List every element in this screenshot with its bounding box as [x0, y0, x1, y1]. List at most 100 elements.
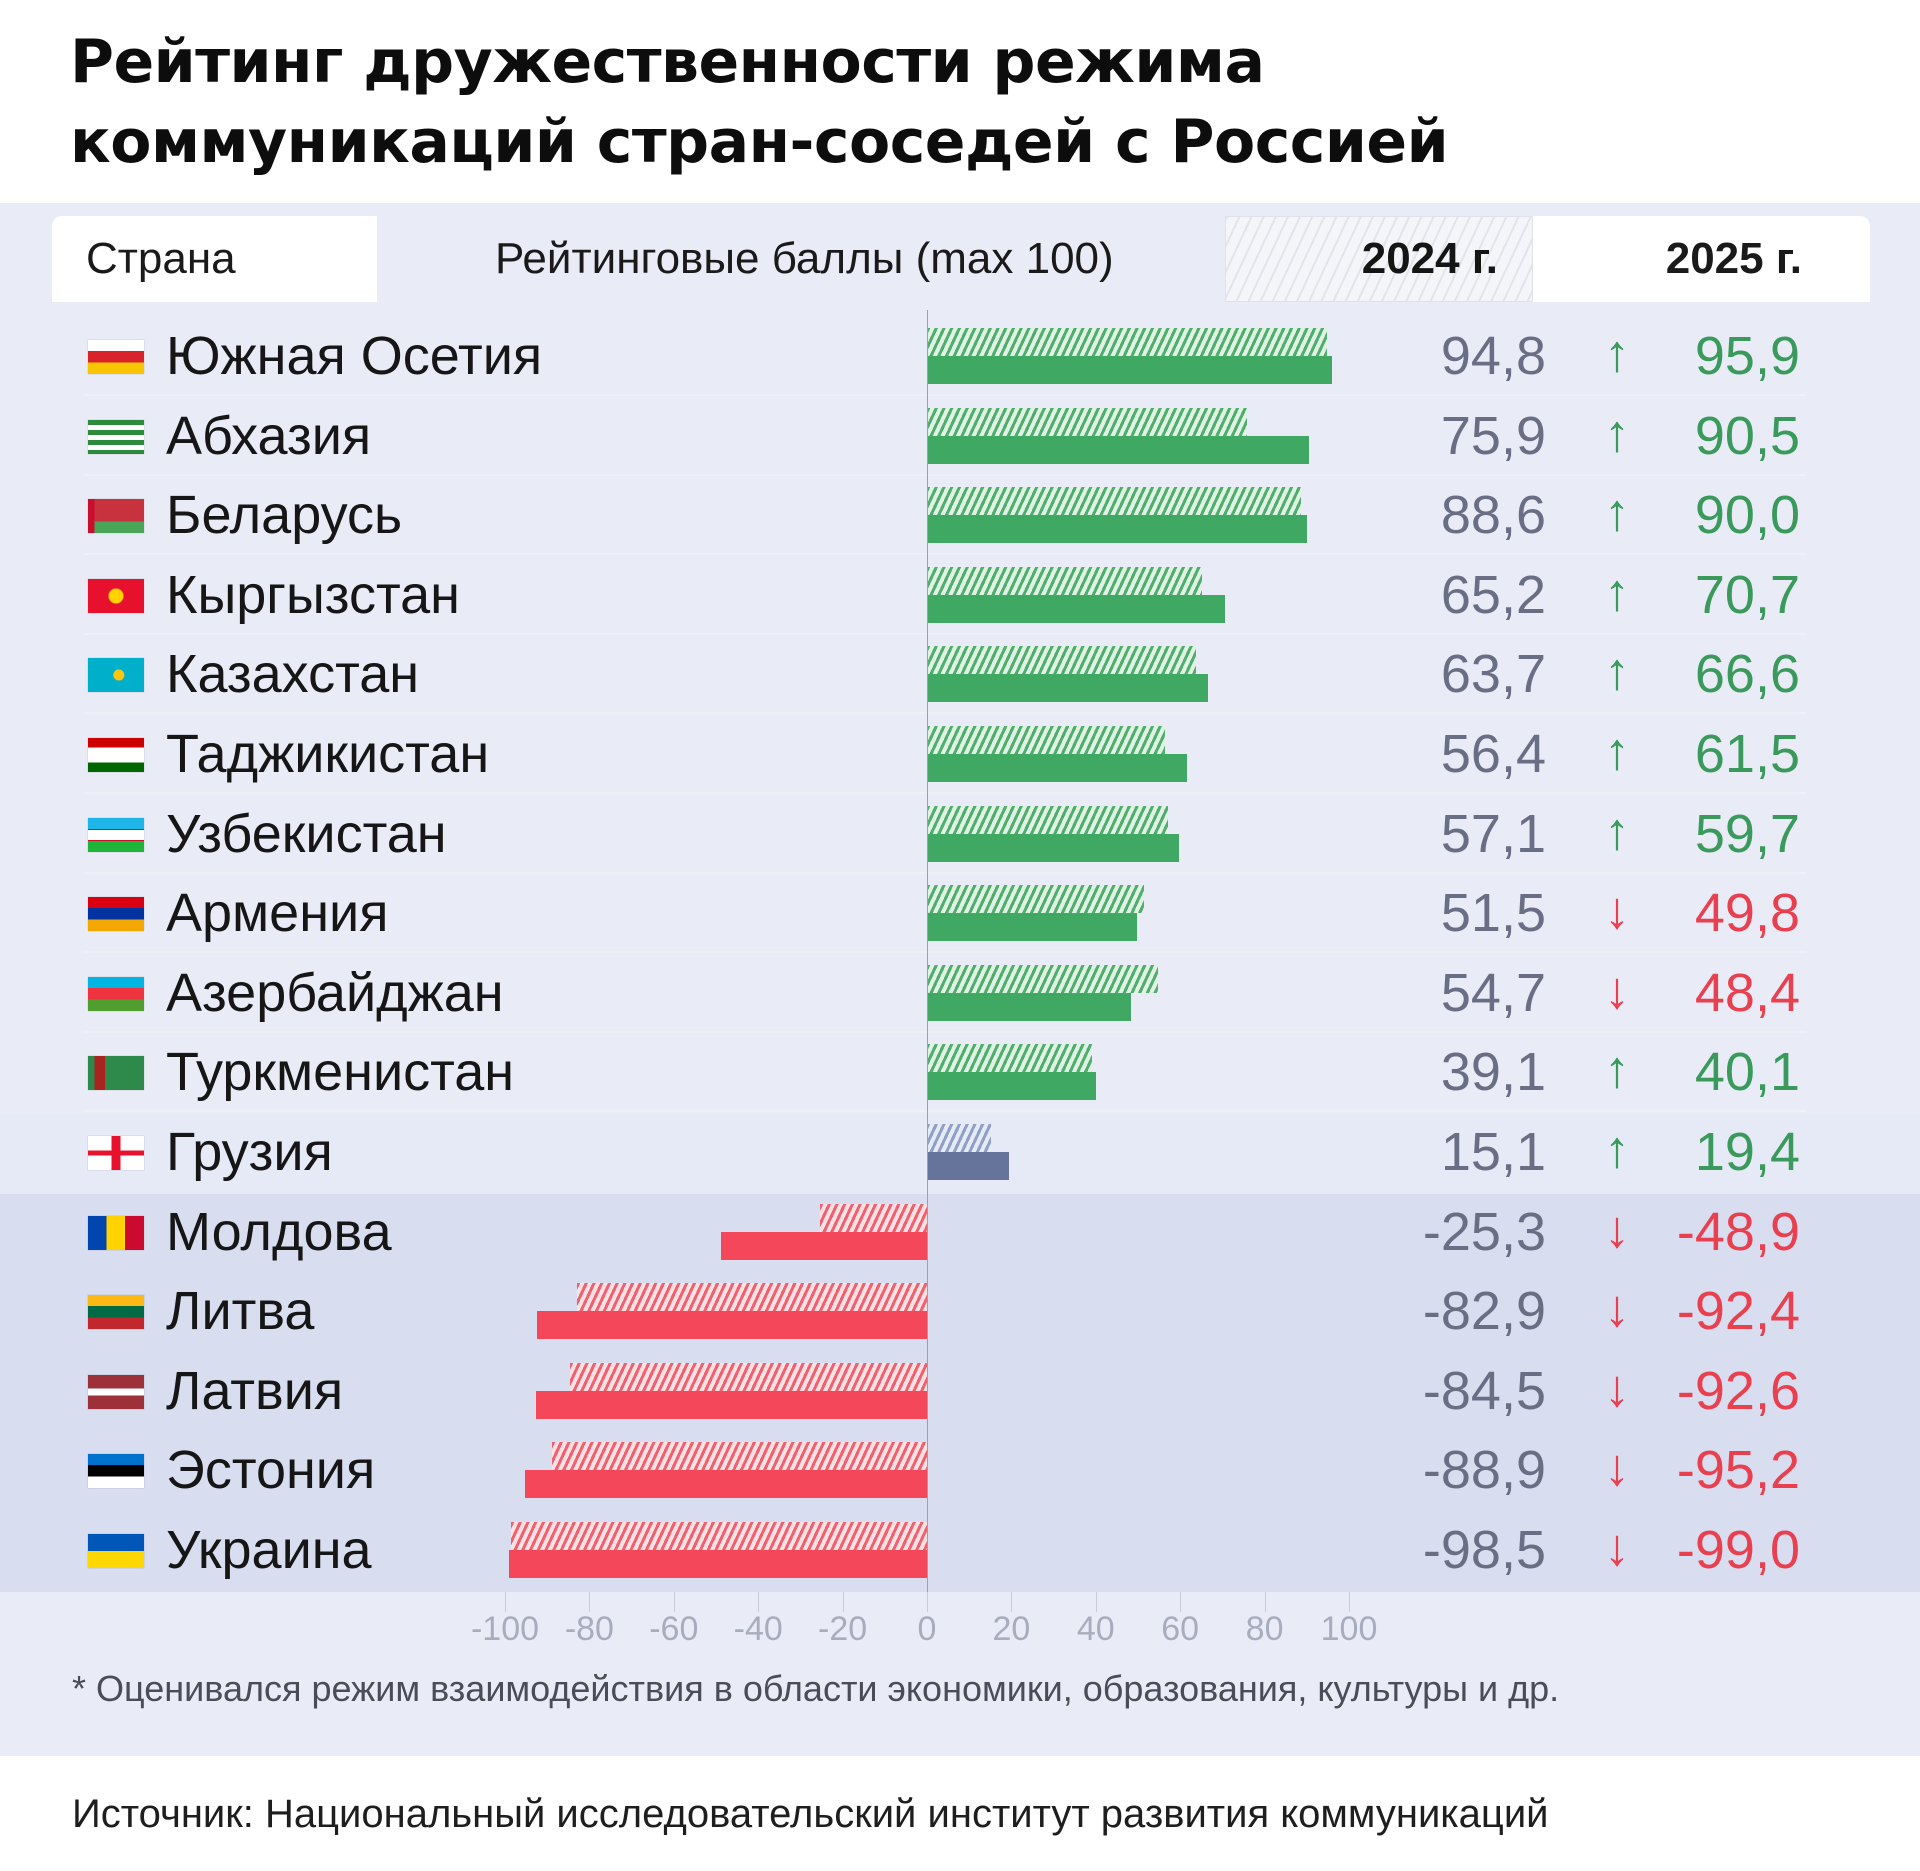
table-row: Таджикистан 56,4 ↑ 61,5 — [84, 714, 1806, 794]
axis-tick-label: 80 — [1245, 1610, 1284, 1648]
country-name: Туркменистан — [166, 1042, 515, 1102]
axis-tick-label: 20 — [992, 1610, 1031, 1648]
arrow-up-icon: ↑ — [1604, 1041, 1630, 1099]
axis-tick — [842, 1592, 844, 1612]
axis-tick — [1180, 1592, 1182, 1612]
table-row: Эстония -88,9 ↓ -95,2 — [84, 1430, 1806, 1510]
georgia-flag-icon — [88, 1136, 144, 1170]
value-2025: 40,1 — [1694, 1042, 1800, 1102]
south-ossetia-flag-icon — [88, 340, 144, 374]
arrow-up-icon: ↑ — [1604, 564, 1630, 622]
country-name: Южная Осетия — [166, 326, 543, 386]
value-2024: 75,9 — [1440, 406, 1546, 466]
country-name: Эстония — [166, 1440, 376, 1500]
arrow-down-icon: ↓ — [1604, 1360, 1630, 1418]
value-2024: 57,1 — [1440, 804, 1546, 864]
bar-2025 — [720, 1232, 927, 1260]
bar-2024 — [511, 1522, 927, 1550]
value-2025: 70,7 — [1694, 565, 1800, 625]
bar-2024 — [927, 408, 1248, 436]
country-name: Беларусь — [166, 485, 403, 545]
axis-tick-label: 60 — [1161, 1610, 1200, 1648]
axis-tick-label: -40 — [733, 1610, 783, 1648]
value-2025: 48,4 — [1694, 963, 1800, 1023]
bar-2024 — [927, 885, 1145, 913]
country-name: Узбекистан — [166, 804, 447, 864]
table-row: Абхазия 75,9 ↑ 90,5 — [84, 396, 1806, 476]
table-row: Казахстан 63,7 ↑ 66,6 — [84, 634, 1806, 714]
zero-axis-line — [927, 310, 928, 1610]
bar-2025 — [927, 913, 1138, 941]
moldova-flag-icon — [88, 1216, 144, 1250]
bar-2024 — [927, 726, 1165, 754]
value-2024: 15,1 — [1440, 1122, 1546, 1182]
country-name: Армения — [166, 883, 389, 943]
country-name: Грузия — [166, 1122, 333, 1182]
arrow-down-icon: ↓ — [1604, 882, 1630, 940]
bar-2024 — [551, 1442, 927, 1470]
value-2025: 61,5 — [1694, 724, 1800, 784]
axis-tick — [589, 1592, 591, 1612]
bar-2024 — [927, 487, 1301, 515]
azerbaijan-flag-icon — [88, 977, 144, 1011]
arrow-up-icon: ↑ — [1604, 803, 1630, 861]
country-name: Литва — [166, 1281, 315, 1341]
bar-2024 — [927, 646, 1196, 674]
bar-2025 — [927, 834, 1179, 862]
value-2025: -92,4 — [1676, 1281, 1800, 1341]
value-2025: -92,6 — [1676, 1361, 1800, 1421]
bar-2025 — [927, 595, 1226, 623]
arrow-down-icon: ↓ — [1604, 962, 1630, 1020]
ukraine-flag-icon — [88, 1534, 144, 1568]
bar-2025 — [927, 515, 1307, 543]
arrow-up-icon: ↑ — [1604, 484, 1630, 542]
bar-2025 — [927, 674, 1209, 702]
chart-title: Рейтинг дружественности режима коммуника… — [70, 22, 1770, 182]
lithuania-flag-icon — [88, 1295, 144, 1329]
value-2025: -99,0 — [1676, 1520, 1800, 1580]
table-row: Туркменистан 39,1 ↑ 40,1 — [84, 1032, 1806, 1112]
value-2025: 90,0 — [1694, 485, 1800, 545]
abkhazia-flag-icon — [88, 420, 144, 454]
value-2024: 88,6 — [1440, 485, 1546, 545]
axis-tick-label: 40 — [1076, 1610, 1115, 1648]
country-name: Абхазия — [166, 406, 372, 466]
bar-2025 — [509, 1550, 927, 1578]
arrow-down-icon: ↓ — [1604, 1201, 1630, 1259]
kazakhstan-flag-icon — [88, 658, 144, 692]
arrow-down-icon: ↓ — [1604, 1439, 1630, 1497]
bar-2024 — [927, 328, 1328, 356]
uzbekistan-flag-icon — [88, 818, 144, 852]
axis-tick-label: -100 — [470, 1610, 540, 1648]
axis-tick — [758, 1592, 760, 1612]
bar-2024 — [927, 965, 1158, 993]
turkmenistan-flag-icon — [88, 1056, 144, 1090]
arrow-up-icon: ↑ — [1604, 325, 1630, 383]
latvia-flag-icon — [88, 1375, 144, 1409]
header-country: Страна — [52, 216, 377, 302]
axis-tick — [1095, 1592, 1097, 1612]
bar-2025 — [927, 356, 1332, 384]
axis-tick-label: -60 — [649, 1610, 699, 1648]
header-2024-legend: 2024 г. — [1225, 216, 1533, 302]
axis-tick-label: 0 — [917, 1610, 937, 1648]
arrow-down-icon: ↓ — [1604, 1519, 1630, 1577]
tajikistan-flag-icon — [88, 738, 144, 772]
table-row: Азербайджан 54,7 ↓ 48,4 — [84, 953, 1806, 1033]
bar-2024 — [570, 1363, 927, 1391]
bar-2025 — [927, 436, 1309, 464]
bar-2024 — [927, 806, 1168, 834]
axis-tick — [505, 1592, 506, 1612]
table-row: Армения 51,5 ↓ 49,8 — [84, 873, 1806, 953]
bar-2024 — [927, 567, 1203, 595]
negative-highlight-band — [0, 1194, 1920, 1592]
table-row: Молдова -25,3 ↓ -48,9 — [84, 1192, 1806, 1272]
bar-2025 — [537, 1311, 927, 1339]
value-2024: 54,7 — [1440, 963, 1546, 1023]
value-2024: -98,5 — [1422, 1520, 1546, 1580]
header-score: Рейтинговые баллы (max 100) — [377, 216, 1225, 302]
bar-2025 — [927, 993, 1132, 1021]
value-2025: 19,4 — [1694, 1122, 1800, 1182]
table-row: Литва -82,9 ↓ -92,4 — [84, 1271, 1806, 1351]
value-2024: 51,5 — [1440, 883, 1546, 943]
